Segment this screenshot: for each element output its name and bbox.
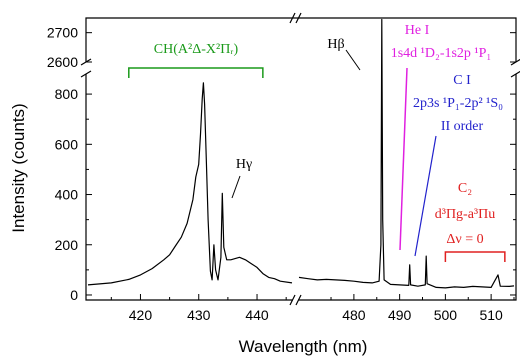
- x-tick-label-440: 440: [245, 307, 269, 323]
- h-beta-pointer: [345, 49, 361, 71]
- h-beta-label: Hβ: [327, 37, 344, 52]
- he-line-label-1: He I: [405, 23, 430, 38]
- x-break-mark-a-1: [289, 294, 296, 306]
- x-break-mark-b-0: [295, 12, 302, 24]
- y-tick-label-200: 200: [55, 237, 79, 253]
- x-tick-label-500: 500: [434, 307, 458, 323]
- tick-labels: 420 430 440 480 490 500 510 0 200 400 600 800 2600 27…: [47, 25, 503, 323]
- frame-lower-right: [298, 74, 517, 301]
- he-line-pointer: [399, 67, 408, 251]
- spectrum-line-segment-0: [87, 82, 293, 286]
- spectrum-line-segment-1: [298, 18, 515, 289]
- y-tick-label-400: 400: [55, 187, 79, 203]
- c-line-label-2: 2p3s ¹P₁-2p² ¹S₀: [413, 96, 503, 111]
- x-tick-label-490: 490: [388, 307, 412, 323]
- y-tick-label-600: 600: [55, 136, 79, 152]
- spectrum-series: [87, 18, 515, 289]
- c-line-label-3: II order: [441, 119, 484, 134]
- c2-label-2: d³Πg-a³Πu: [435, 207, 496, 222]
- annotation-markers: [128, 49, 506, 262]
- frame-lower-left: [85, 74, 293, 301]
- plot-frame: [80, 12, 520, 306]
- axis-ticks: [86, 32, 516, 300]
- y-break-mark-1: [80, 70, 92, 78]
- ch-band-bracket: [128, 67, 264, 78]
- x-axis-title: Wavelength (nm): [239, 337, 368, 356]
- c2-label-3: Δν = 0: [446, 232, 483, 247]
- y-tick-label-2700: 2700: [47, 25, 78, 41]
- x-break-mark-a-0: [289, 12, 296, 24]
- x-tick-label-420: 420: [129, 307, 153, 323]
- c2-band-bracket: [444, 251, 506, 262]
- y-tick-label-2600: 2600: [47, 54, 78, 70]
- y-tick-label-0: 0: [70, 287, 78, 303]
- x-tick-label-430: 430: [187, 307, 211, 323]
- x-tick-label-510: 510: [479, 307, 503, 323]
- y-axis-title: Intensity (counts): [9, 103, 28, 232]
- x-tick-label-480: 480: [342, 307, 366, 323]
- c2-label-1: C₂: [458, 181, 472, 196]
- c-line-pointer: [414, 135, 437, 257]
- y-break-mark-3: [510, 70, 520, 78]
- h-gamma-pointer: [231, 175, 241, 199]
- ch-band-label: CH(A²Δ-X²Πᵣ): [154, 42, 239, 57]
- he-line-label-2: 1s4d ¹D₂-1s2p ¹P₁: [391, 46, 492, 61]
- h-gamma-label: Hγ: [236, 157, 252, 172]
- c-line-label-1: C I: [453, 73, 471, 88]
- frame-upper: [85, 17, 517, 62]
- x-break-mark-b-1: [295, 294, 302, 306]
- y-tick-label-800: 800: [55, 86, 79, 102]
